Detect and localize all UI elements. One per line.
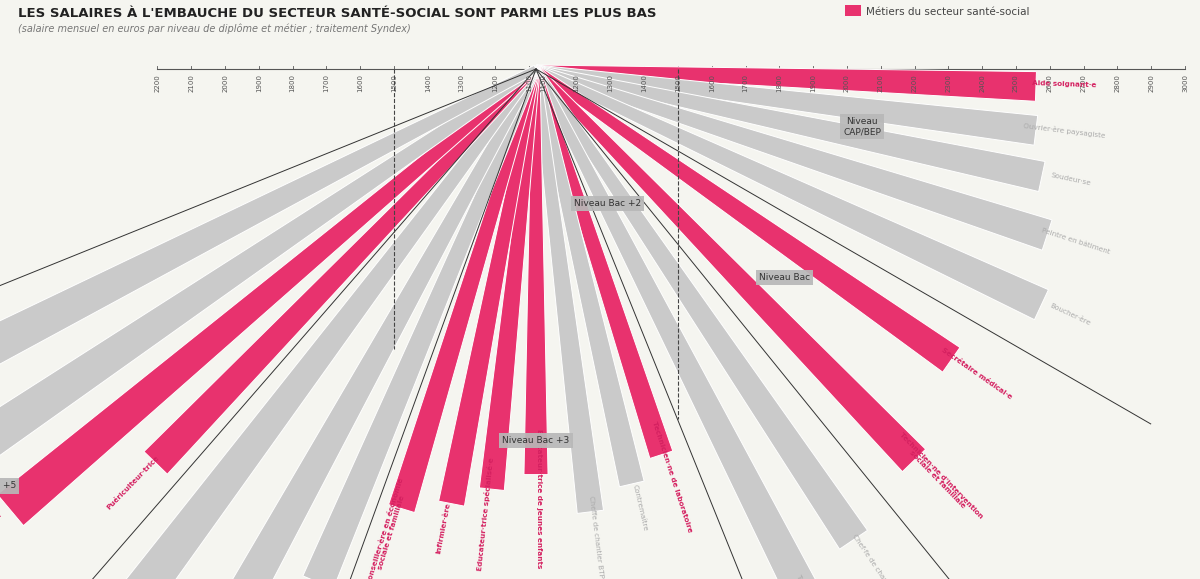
Polygon shape <box>533 67 815 579</box>
Polygon shape <box>0 65 539 574</box>
Polygon shape <box>144 66 539 474</box>
Text: 2900: 2900 <box>1148 74 1154 92</box>
Polygon shape <box>532 68 604 514</box>
Text: 2200: 2200 <box>155 74 161 91</box>
Text: 1800: 1800 <box>289 74 295 92</box>
Polygon shape <box>536 65 1037 101</box>
Text: 1100: 1100 <box>527 74 533 92</box>
Text: Soudeur·se: Soudeur·se <box>1050 173 1091 187</box>
Text: Conseiller·ère en économie
sociale et familiale: Conseiller·ère en économie sociale et fa… <box>366 477 410 579</box>
Text: Chef·fe de chantier: Chef·fe de chantier <box>851 533 895 579</box>
Polygon shape <box>533 67 868 549</box>
Polygon shape <box>0 66 539 526</box>
Text: LES SALAIRES À L'EMBAUCHE DU SECTEUR SANTÉ-SOCIAL SONT PARMI LES PLUS BAS: LES SALAIRES À L'EMBAUCHE DU SECTEUR SAN… <box>18 7 656 20</box>
Text: Niveau Bac +5: Niveau Bac +5 <box>0 482 17 490</box>
Text: Aide soignant·e: Aide soignant·e <box>1032 80 1097 89</box>
Polygon shape <box>302 67 540 579</box>
Text: (salaire mensuel en euros par niveau de diplôme et métier ; traitement Syndex): (salaire mensuel en euros par niveau de … <box>18 23 410 34</box>
Polygon shape <box>535 65 1052 250</box>
Text: 1700: 1700 <box>743 74 749 92</box>
Text: Educateur·trice de jeunes enfants: Educateur·trice de jeunes enfants <box>536 429 542 569</box>
Text: Boucher·ère: Boucher·ère <box>1049 303 1092 327</box>
Polygon shape <box>479 68 540 490</box>
Text: 1300: 1300 <box>607 74 613 92</box>
Text: 2000: 2000 <box>222 74 228 92</box>
Text: Métiers du secteur santé-social: Métiers du secteur santé-social <box>866 7 1030 17</box>
Text: 2800: 2800 <box>1115 74 1121 92</box>
Text: Ouvrier·ère paysagiste: Ouvrier·ère paysagiste <box>1022 122 1105 139</box>
Text: Technicien·ne forestière: Technicien·ne forestière <box>794 574 839 579</box>
Text: 2500: 2500 <box>1013 74 1019 91</box>
Text: 1800: 1800 <box>776 74 782 92</box>
Polygon shape <box>532 68 673 459</box>
Polygon shape <box>389 68 540 512</box>
Text: 1200: 1200 <box>492 74 498 92</box>
Text: 2700: 2700 <box>1080 74 1086 92</box>
Text: 2400: 2400 <box>979 74 985 91</box>
Polygon shape <box>535 65 1045 192</box>
Text: 2100: 2100 <box>188 74 194 92</box>
FancyBboxPatch shape <box>845 5 862 16</box>
Text: 1600: 1600 <box>358 74 364 92</box>
Text: 2300: 2300 <box>946 74 952 92</box>
Text: 2200: 2200 <box>912 74 918 91</box>
Text: 1900: 1900 <box>256 74 262 92</box>
Polygon shape <box>0 65 538 517</box>
Polygon shape <box>533 66 925 472</box>
Text: 1400: 1400 <box>425 74 431 92</box>
Text: Niveau Bac +3: Niveau Bac +3 <box>503 437 570 445</box>
Text: 1600: 1600 <box>709 74 715 92</box>
Text: 1700: 1700 <box>324 74 330 92</box>
Text: 2000: 2000 <box>844 74 850 92</box>
Text: Technicien·ne de laboratoire: Technicien·ne de laboratoire <box>650 420 692 533</box>
Polygon shape <box>12 67 539 579</box>
Text: Cheffe de chantier BTP: Cheffe de chantier BTP <box>588 496 605 578</box>
Polygon shape <box>534 65 1049 320</box>
Polygon shape <box>534 66 960 372</box>
Text: Infirmier·ère: Infirmier·ère <box>436 502 451 555</box>
Text: 3000: 3000 <box>1182 74 1188 92</box>
Text: Peintre en bâtiment: Peintre en bâtiment <box>1042 228 1111 255</box>
Polygon shape <box>524 69 548 475</box>
Polygon shape <box>439 68 540 506</box>
Text: 2600: 2600 <box>1046 74 1052 92</box>
Text: Secrétaire médical·e: Secrétaire médical·e <box>940 347 1013 400</box>
Text: 1900: 1900 <box>810 74 816 92</box>
Text: Niveau
CAP/BEP: Niveau CAP/BEP <box>844 117 881 136</box>
Polygon shape <box>535 65 1038 145</box>
Text: 2100: 2100 <box>877 74 883 92</box>
Text: 1200: 1200 <box>574 74 580 92</box>
Text: 1100: 1100 <box>540 74 546 92</box>
Text: Niveau Bac: Niveau Bac <box>760 273 810 282</box>
Polygon shape <box>199 67 540 579</box>
Text: Niveau Bac +2: Niveau Bac +2 <box>574 199 641 208</box>
Text: Technicien·ne d'intervention
sociale et familiale: Technicien·ne d'intervention sociale et … <box>894 431 984 524</box>
Text: Puériculteur·trice: Puériculteur·trice <box>106 455 160 510</box>
Text: 1500: 1500 <box>391 74 397 92</box>
Text: 1500: 1500 <box>674 74 680 92</box>
Text: Sage-femme: Sage-femme <box>0 512 2 549</box>
Text: Educateur·trice spécialisé·e: Educateur·trice spécialisé·e <box>476 457 496 570</box>
Text: Contremaître: Contremaître <box>632 483 649 532</box>
Polygon shape <box>532 68 644 487</box>
Text: 1300: 1300 <box>458 74 464 92</box>
Text: 1400: 1400 <box>641 74 647 92</box>
